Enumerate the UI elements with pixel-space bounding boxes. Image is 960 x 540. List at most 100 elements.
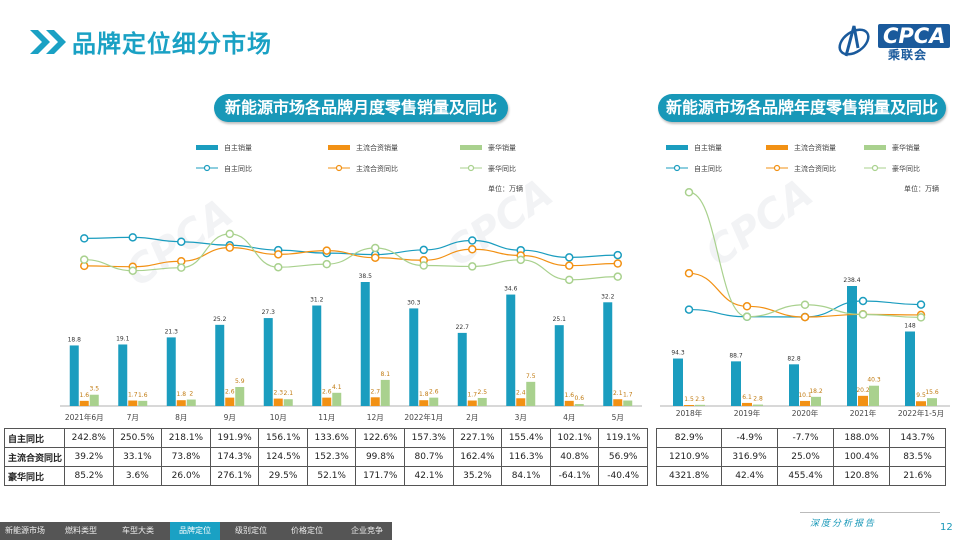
legend-label: 自主销量 <box>694 143 722 152</box>
table-cell: 82.9% <box>655 428 723 448</box>
yoy-point <box>858 310 868 319</box>
table-cell: 25.0% <box>777 447 835 467</box>
yoy-point <box>565 253 574 262</box>
table-cell: 276.1% <box>209 466 260 486</box>
x-tick-label: 2022年1月 <box>404 412 443 422</box>
yoy-point <box>516 255 525 265</box>
footer-tab[interactable]: 价格定位 <box>291 526 323 535</box>
table-row: 1210.9% 316.9% 25.0% 100.4% 83.5% <box>655 447 946 467</box>
bar-value-label: 21.3 <box>165 328 179 335</box>
bar <box>263 318 273 406</box>
bar-value-label: 1.7 <box>623 392 633 399</box>
bar <box>138 400 148 406</box>
logo-subtitle: 乘联会 <box>888 48 928 62</box>
yoy-point <box>274 262 283 272</box>
table-row: 82.9% -4.9% -7.7% 188.0% 143.7% <box>655 428 946 448</box>
footer-tab[interactable]: 车型大类 <box>122 526 154 535</box>
table-cell: 4321.8% <box>655 466 723 486</box>
table-cell: 242.8% <box>64 428 114 448</box>
table-row: 主流合资同比 39.2% 33.1% 73.8% 174.3% 124.5% 152.3% 9… <box>4 447 648 467</box>
table-cell: 218.1% <box>161 428 211 448</box>
chevron-right-icon <box>30 30 66 54</box>
legend-label: 主流合资销量 <box>794 143 836 152</box>
bar <box>176 400 186 406</box>
bar <box>811 396 821 406</box>
bar <box>477 397 487 406</box>
legend-label: 主流合资销量 <box>356 143 398 152</box>
footer-tab[interactable]: 企业竞争 <box>351 526 383 535</box>
bar <box>186 399 196 406</box>
bar-value-label: 238.4 <box>843 277 860 284</box>
x-tick-label: 9月 <box>224 413 236 422</box>
table-cell: 85.2% <box>64 466 114 486</box>
table-cell: 80.7% <box>404 447 454 467</box>
page-number: 12 <box>940 522 953 533</box>
footer-tab[interactable]: 品牌定位 <box>170 522 220 540</box>
bar-value-label: 30.3 <box>407 299 421 306</box>
yoy-point <box>177 263 186 272</box>
table-row-header: 豪华同比 <box>4 466 65 486</box>
bar-value-label: 2.4 <box>516 389 526 396</box>
table-cell: 52.1% <box>306 466 357 486</box>
table-cell: -7.7% <box>777 428 835 448</box>
bar <box>695 404 705 406</box>
bar <box>429 397 439 406</box>
bar <box>684 405 694 406</box>
legend-swatch-bar <box>328 145 350 150</box>
table-cell: 42.1% <box>404 466 454 486</box>
table-cell: 119.1% <box>598 428 648 448</box>
x-tick-label: 3月 <box>515 413 527 422</box>
bar <box>516 398 526 406</box>
x-tick-label: 2021年 <box>850 408 877 418</box>
yoy-point <box>419 245 428 255</box>
yoy-line <box>84 247 618 268</box>
yoy-point <box>128 233 137 242</box>
footer-tab[interactable]: 级别定位 <box>235 526 267 535</box>
bar <box>370 397 380 406</box>
bar <box>215 324 225 406</box>
bar <box>927 398 937 406</box>
yoy-point <box>742 312 752 322</box>
bar-value-label: 2.1 <box>283 390 293 397</box>
bar-value-label: 15.6 <box>925 389 939 396</box>
footer-tab[interactable]: 燃料类型 <box>65 526 97 535</box>
bar-value-label: 34.6 <box>504 286 518 293</box>
legend-swatch-marker <box>773 164 781 172</box>
table-cell: 188.0% <box>833 428 890 448</box>
bar-value-label: 94.3 <box>671 350 685 357</box>
bar <box>753 404 763 406</box>
table-cell: 174.3% <box>209 447 260 467</box>
table-cell: 33.1% <box>112 447 163 467</box>
table-row-header: 自主同比 <box>4 428 65 448</box>
logo-text: CPCA <box>878 24 951 48</box>
bar <box>312 305 322 406</box>
yoy-point <box>371 243 380 253</box>
bar <box>905 331 915 406</box>
bar <box>419 400 429 406</box>
x-tick-label: 5月 <box>612 413 624 422</box>
bar <box>322 397 332 406</box>
yoy-point <box>322 259 331 269</box>
bar <box>613 399 623 406</box>
yoy-point <box>613 259 622 268</box>
legend-swatch-bar <box>460 145 482 150</box>
table-cell: 122.6% <box>355 428 406 448</box>
bar-value-label: 2.7 <box>370 388 380 395</box>
table-cell: 3.6% <box>112 466 163 486</box>
bar <box>332 392 342 406</box>
table-cell: 250.5% <box>112 428 163 448</box>
bar <box>118 344 128 406</box>
bar-value-label: 2.3 <box>695 396 705 403</box>
bar-value-label: 2.6 <box>322 389 332 396</box>
table-cell: 100.4% <box>833 447 890 467</box>
footer-tab[interactable]: 新能源市场 <box>5 526 45 535</box>
table-cell: 29.5% <box>258 466 308 486</box>
yoy-point <box>742 302 752 311</box>
legend-label: 豪华销量 <box>892 143 920 152</box>
table-row-header: 主流合资同比 <box>4 447 65 467</box>
bar-value-label: 1.6 <box>564 392 574 399</box>
yoy-point <box>419 261 428 270</box>
table-cell: 152.3% <box>306 447 357 467</box>
bar <box>273 398 283 406</box>
